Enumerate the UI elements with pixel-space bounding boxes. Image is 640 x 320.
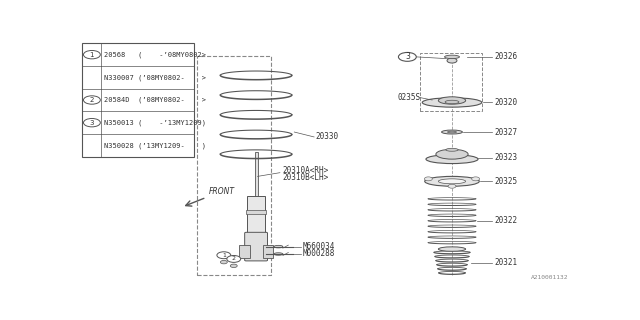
Ellipse shape [445, 55, 460, 59]
Ellipse shape [446, 148, 458, 151]
Text: 20310A<RH>: 20310A<RH> [282, 166, 328, 175]
Circle shape [448, 184, 456, 188]
Text: 20321: 20321 [494, 258, 517, 267]
Ellipse shape [447, 131, 456, 133]
Circle shape [472, 177, 479, 181]
Ellipse shape [426, 155, 478, 164]
Ellipse shape [442, 130, 463, 134]
Text: 3: 3 [405, 52, 410, 61]
Circle shape [227, 255, 241, 262]
Text: N350013 (    -’13MY1209): N350013 ( -’13MY1209) [104, 119, 206, 126]
Circle shape [230, 264, 237, 268]
Ellipse shape [445, 100, 459, 104]
Circle shape [83, 118, 100, 127]
Text: 20325: 20325 [494, 177, 517, 186]
Ellipse shape [438, 97, 466, 104]
Text: M000288: M000288 [302, 250, 335, 259]
Ellipse shape [436, 149, 468, 159]
Circle shape [424, 177, 433, 181]
Circle shape [83, 51, 100, 59]
Circle shape [83, 96, 100, 104]
Text: M660034: M660034 [302, 242, 335, 251]
Text: 20326: 20326 [494, 52, 517, 61]
Circle shape [399, 52, 416, 61]
FancyBboxPatch shape [262, 245, 273, 258]
FancyBboxPatch shape [239, 245, 250, 258]
FancyBboxPatch shape [244, 232, 268, 261]
Text: 20310B<LH>: 20310B<LH> [282, 172, 328, 182]
Text: A210001132: A210001132 [531, 276, 568, 280]
Text: 0235S: 0235S [397, 93, 420, 102]
Text: 20320: 20320 [494, 98, 517, 107]
Text: 20323: 20323 [494, 153, 517, 163]
Text: 2: 2 [90, 97, 94, 103]
Text: N330007 (’08MY0802-    >: N330007 (’08MY0802- > [104, 74, 206, 81]
Ellipse shape [425, 176, 479, 186]
Text: 20322: 20322 [494, 216, 517, 225]
Text: 2: 2 [232, 256, 236, 261]
Bar [255, 152, 257, 198]
Ellipse shape [438, 247, 466, 251]
Circle shape [447, 58, 457, 63]
Circle shape [217, 252, 231, 259]
Text: 20568   (    -’08MY0802>: 20568 ( -’08MY0802> [104, 52, 206, 58]
Ellipse shape [422, 98, 482, 107]
Bar [246, 210, 266, 214]
Text: 20330: 20330 [316, 132, 339, 141]
Text: 1: 1 [222, 253, 226, 258]
Text: FRONT: FRONT [209, 187, 235, 196]
Circle shape [220, 260, 227, 264]
Ellipse shape [274, 253, 283, 255]
Text: N350028 (’13MY1209-    ): N350028 (’13MY1209- ) [104, 142, 206, 148]
Text: 20327: 20327 [494, 128, 517, 137]
Ellipse shape [274, 245, 283, 248]
Bar [247, 196, 265, 236]
Text: 1: 1 [90, 52, 94, 58]
Text: 3: 3 [90, 120, 94, 126]
Ellipse shape [438, 179, 466, 184]
Text: 20584D  (’08MY0802-    >: 20584D (’08MY0802- > [104, 97, 206, 103]
FancyBboxPatch shape [83, 43, 194, 157]
